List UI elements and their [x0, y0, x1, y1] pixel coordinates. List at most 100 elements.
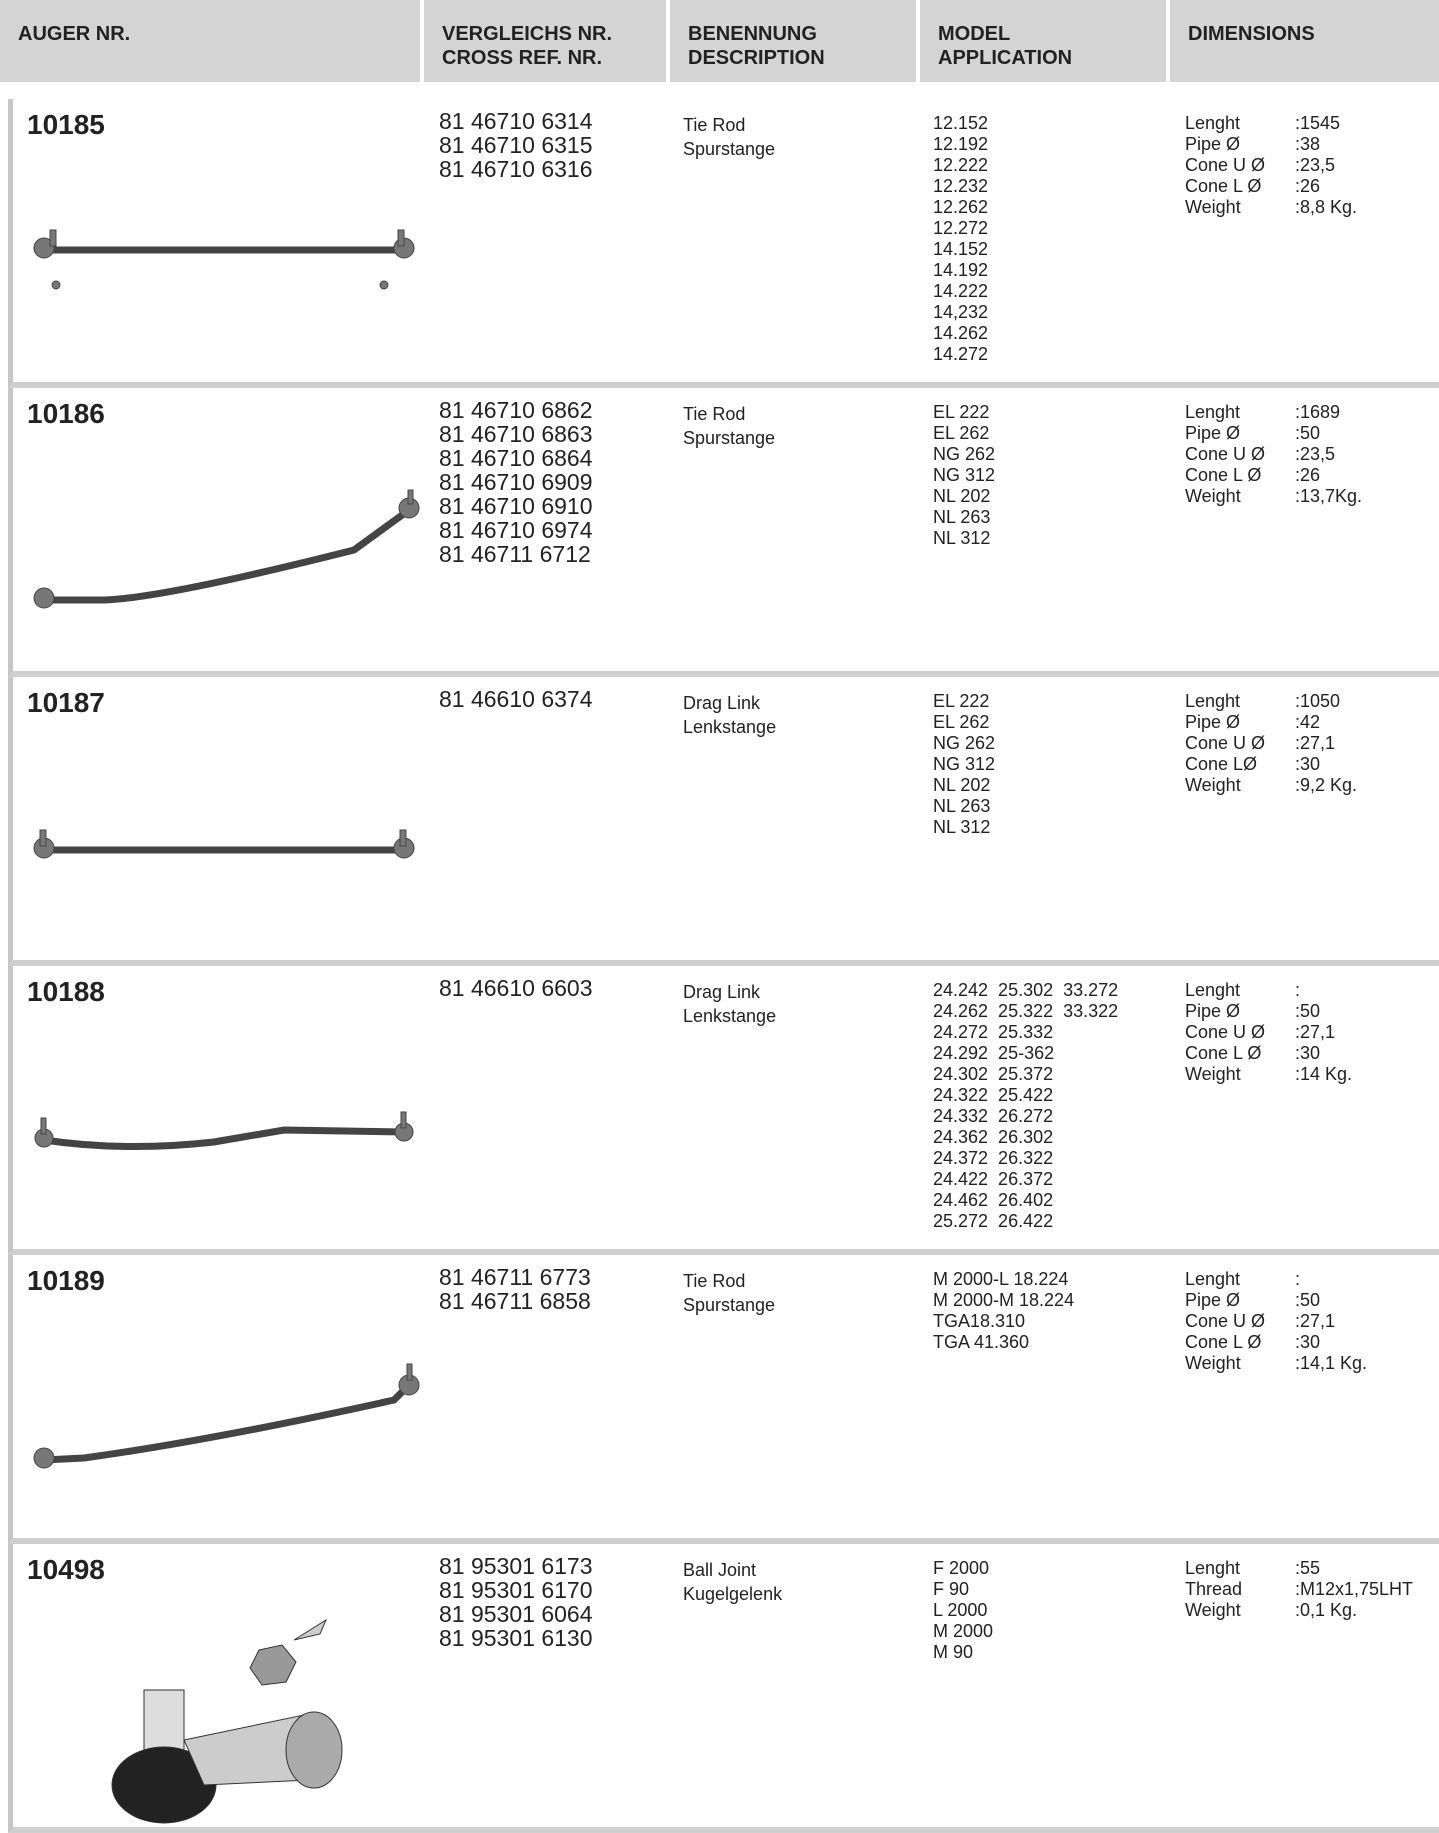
dimension-value: :23,5 [1295, 155, 1336, 175]
dimension-value: :27,1 [1295, 733, 1336, 753]
description-list: Tie Rod Spurstange [683, 1269, 775, 1317]
header-text: BENENNUNG [688, 23, 817, 45]
dimension: Lenght: [1185, 980, 1352, 1001]
model: EL 262 [933, 423, 990, 443]
model: 14.152 [933, 239, 989, 259]
part-drawing [33, 1363, 420, 1469]
model: 24.422 26.372 [933, 1169, 1054, 1189]
model-list: F 2000 F 90 L 2000 M 2000 M 90 [933, 1558, 993, 1663]
dimension-value: :M12x1,75LHT [1295, 1579, 1414, 1599]
dimension-value: :50 [1295, 423, 1321, 443]
model: 24.292 25-362 [933, 1043, 1055, 1063]
dimension: Cone L Ø:26 [1185, 465, 1362, 486]
dimension-label: Pipe Ø [1185, 1290, 1241, 1310]
dimension-value: :0,1 Kg. [1295, 1600, 1358, 1620]
cross-ref: 81 46710 6863 [439, 421, 593, 447]
dimension-label: Lenght [1185, 1269, 1241, 1289]
model: 24.272 25.332 [933, 1022, 1054, 1042]
model: 24.322 25.422 [933, 1085, 1054, 1105]
model: 24.302 25.372 [933, 1064, 1054, 1084]
dimension-label: Cone L Ø [1185, 1043, 1262, 1063]
model: 14.192 [933, 260, 989, 280]
dimension: Weight:14 Kg. [1185, 1064, 1352, 1085]
model: NL 312 [933, 528, 991, 548]
model: 24.372 26.322 [933, 1148, 1054, 1168]
cross-ref-list: 81 95301 6173 81 95301 6170 81 95301 6064 8… [439, 1554, 593, 1650]
dimension: Weight:0,1 Kg. [1185, 1600, 1413, 1621]
dimension-label: Cone L Ø [1185, 465, 1262, 485]
cross-ref: 81 46710 6910 [439, 493, 593, 519]
part-drawing [111, 1618, 343, 1824]
model: 14.222 [933, 281, 989, 301]
description: Lenkstange [683, 1006, 777, 1026]
model: NG 262 [933, 444, 996, 464]
description: Drag Link [683, 693, 761, 713]
dimension: Cone U Ø:23,5 [1185, 155, 1357, 176]
dimension-value: :30 [1295, 1043, 1321, 1063]
header-cell: MODEL APPLICATION [920, 0, 1166, 82]
dimension-label: Cone U Ø [1185, 1022, 1266, 1042]
cross-ref: 81 46710 6316 [439, 156, 593, 182]
model: 24.362 26.302 [933, 1127, 1054, 1147]
model: L 2000 [933, 1600, 988, 1620]
description: Tie Rod [683, 404, 746, 424]
description: Spurstange [683, 428, 776, 448]
dimension-value: :27,1 [1295, 1022, 1336, 1042]
dimension-value: :1050 [1295, 691, 1341, 711]
dimension-label: Lenght [1185, 1558, 1241, 1578]
dimension: Weight:14,1 Kg. [1185, 1353, 1367, 1374]
dimension-label: Lenght [1185, 980, 1241, 1000]
cross-ref: 81 95301 6173 [439, 1553, 593, 1579]
part-number: 10185 [27, 109, 105, 140]
dimension: Pipe Ø:42 [1185, 712, 1357, 733]
model: 25.272 26.422 [933, 1211, 1054, 1231]
model: M 2000 [933, 1621, 994, 1641]
dimension-label: Lenght [1185, 113, 1241, 133]
header-cell: AUGER NR. [0, 0, 420, 82]
model: EL 222 [933, 402, 990, 422]
cross-ref-list: 81 46711 6773 81 46711 6858 [439, 1265, 591, 1313]
dimension: Cone U Ø:27,1 [1185, 733, 1357, 754]
dimension-value: :8,8 Kg. [1295, 197, 1358, 217]
description-list: Tie Rod Spurstange [683, 402, 775, 450]
item-row: 10498 81 95301 6173 81 95301 6170 81 95301 … [8, 1544, 1439, 1833]
cross-ref-list: 81 46610 6603 [439, 976, 593, 1000]
dimension: Lenght:1545 [1185, 113, 1357, 134]
model: NG 312 [933, 465, 996, 485]
model: F 90 [933, 1579, 970, 1599]
cross-ref: 81 46710 6862 [439, 397, 593, 423]
cross-ref: 81 95301 6064 [439, 1601, 593, 1627]
dimension: Cone LØ:30 [1185, 754, 1357, 775]
header-text: DESCRIPTION [688, 47, 825, 69]
dimension: Weight:8,8 Kg. [1185, 197, 1357, 218]
model: EL 222 [933, 691, 990, 711]
dimension-label: Weight [1185, 1353, 1241, 1373]
dimensions: Lenght:1545 Pipe Ø:38 Cone U Ø:23,5 Cone L … [1185, 113, 1357, 218]
cross-ref: 81 46610 6603 [439, 975, 593, 1001]
cross-ref: 81 46710 6974 [439, 517, 593, 543]
description: Spurstange [683, 1295, 776, 1315]
part-drawing [33, 229, 415, 290]
part-number: 10189 [27, 1265, 105, 1296]
dimension: Weight:9,2 Kg. [1185, 775, 1357, 796]
model: M 2000-M 18.224 [933, 1290, 1075, 1310]
model-list: EL 222 EL 262 NG 262 NG 312 NL 202 NL 263 NL 3… [933, 691, 995, 838]
header-text: VERGLEICHS NR. [442, 23, 613, 45]
dimension: Lenght: [1185, 1269, 1367, 1290]
header-cell: DIMENSIONS [1170, 0, 1439, 82]
dimensions: Lenght: Pipe Ø:50 Cone U Ø:27,1 Cone L Ø:30… [1185, 980, 1352, 1085]
model: 14.262 [933, 323, 989, 343]
header-cell: VERGLEICHS NR. CROSS REF. NR. [424, 0, 666, 82]
cross-ref: 81 46711 6712 [439, 541, 591, 567]
model: 24.332 26.272 [933, 1106, 1054, 1126]
item-row: 10186 81 46710 6862 81 46710 6863 81 46710 … [8, 388, 1439, 677]
header-text: CROSS REF. NR. [442, 47, 603, 69]
dimension-label: Pipe Ø [1185, 134, 1241, 154]
model: TGA 41.360 [933, 1332, 1030, 1352]
dimension: Lenght:1689 [1185, 402, 1362, 423]
model: 12.272 [933, 218, 989, 238]
dimension: Pipe Ø:38 [1185, 134, 1357, 155]
model: 12.152 [933, 113, 989, 133]
dimension-value: : [1295, 980, 1301, 1000]
dimension-value: :13,7Kg. [1295, 486, 1363, 506]
